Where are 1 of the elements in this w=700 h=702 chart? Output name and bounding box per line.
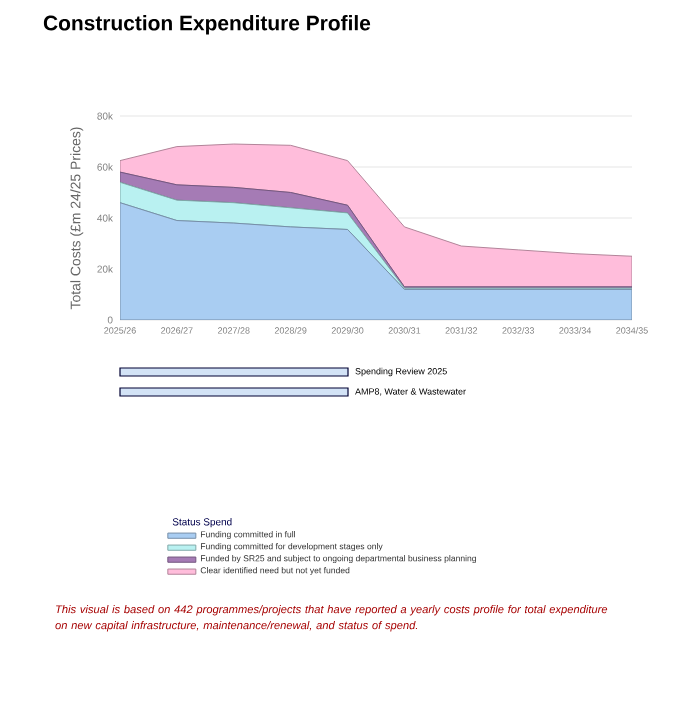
chart-title: Construction Expenditure Profile <box>43 15 371 35</box>
